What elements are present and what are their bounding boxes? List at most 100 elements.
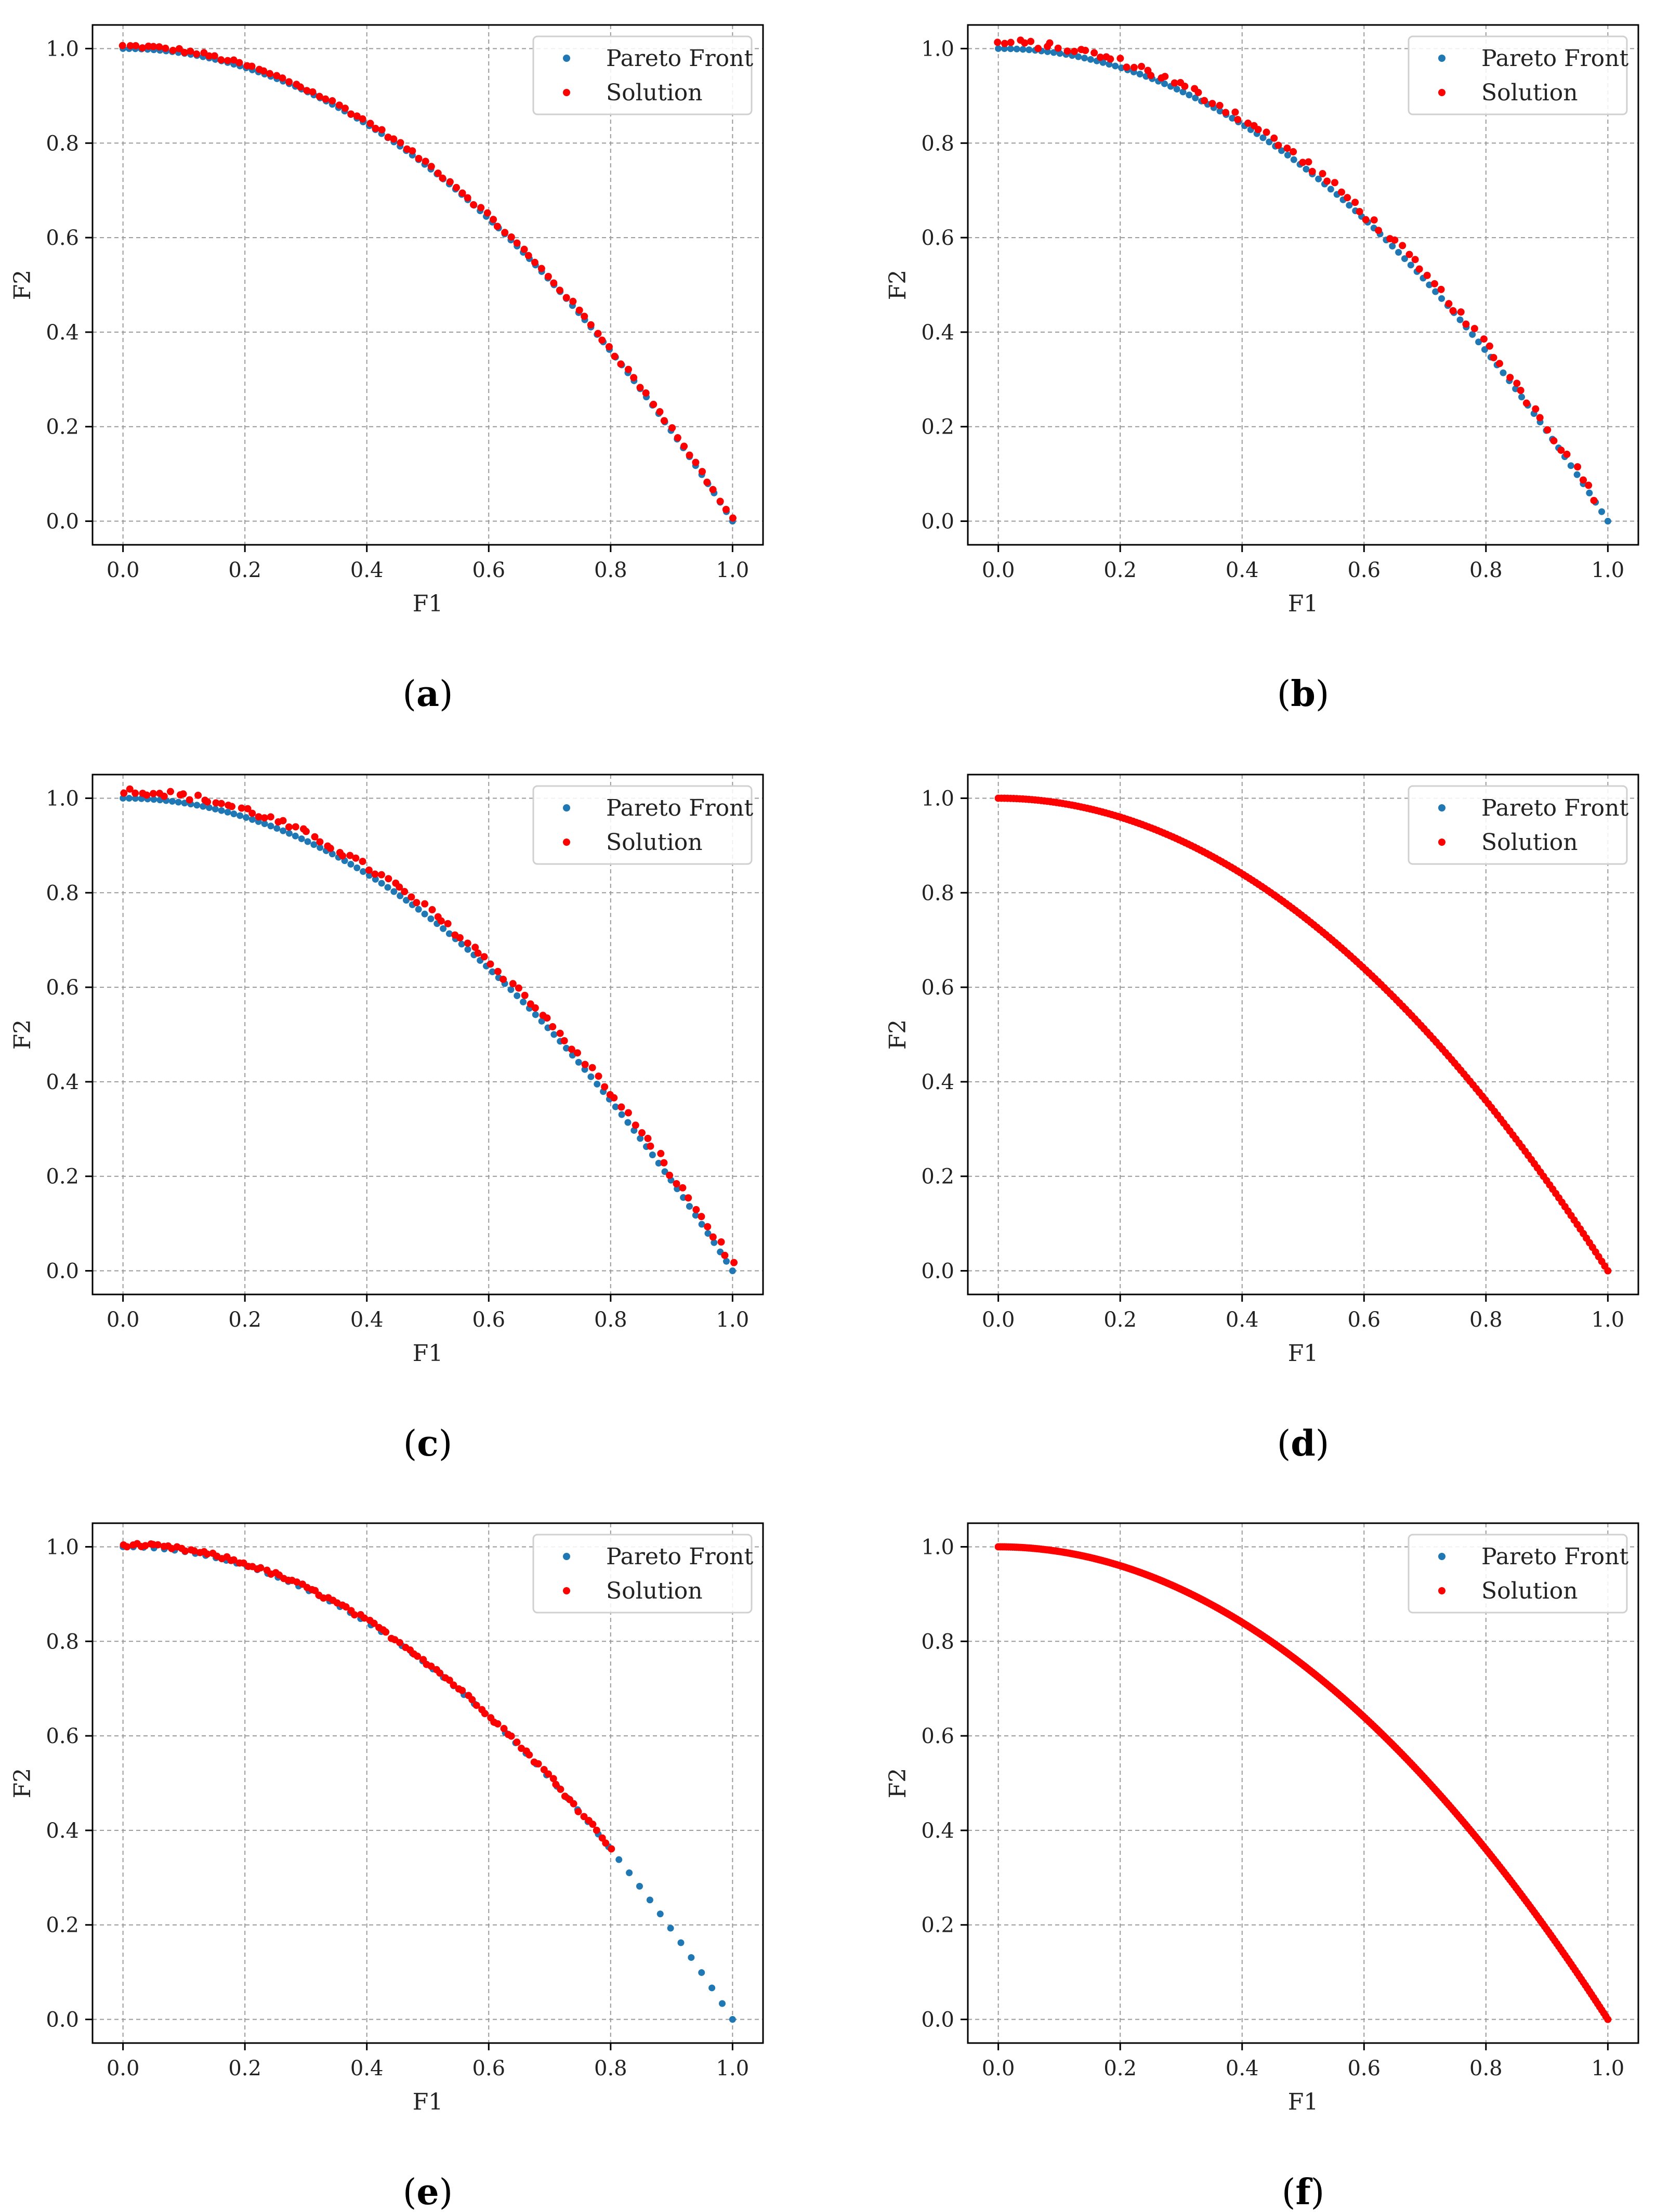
y-tick-label: 0.2 [46,1914,79,1938]
solution-point [524,252,532,259]
solution-point [573,1049,581,1057]
solution-point [339,852,347,860]
caption-letter: d [1291,1423,1316,1464]
solution-point [1604,2015,1612,2023]
legend-marker-solution [563,1587,570,1594]
solution-point [194,791,202,799]
y-tick-label: 0.2 [921,1165,954,1189]
solution-point [228,803,236,810]
pareto-point [1087,56,1094,63]
caption-letter: a [416,673,439,715]
solution-point [1063,47,1071,55]
solution-point [698,1213,705,1221]
solution-point [427,1663,435,1670]
solution-point [638,1129,646,1137]
solution-point [1411,256,1419,264]
solution-point [1096,54,1104,61]
solution-point [445,1677,453,1684]
solution-point [1513,379,1521,387]
solution-point [644,1134,652,1142]
pareto-point [1186,91,1193,99]
solution-point [150,43,157,50]
pareto-point [1081,55,1088,62]
y-tick-label: 0.2 [46,1165,79,1189]
pareto-point [1050,49,1057,56]
solution-point [493,222,501,230]
pareto-point [594,1080,601,1088]
pareto-point [514,992,521,999]
pareto-point [1346,202,1353,209]
pareto-point [729,2016,736,2023]
pareto-point [587,1073,595,1080]
pareto-point [1303,165,1310,173]
legend-label: Solution [1481,1578,1578,1604]
solution-point [642,389,650,397]
caption-letter: f [1295,2171,1312,2212]
solution-point [608,1845,615,1853]
y-tick-label: 0.8 [46,1630,79,1654]
pareto-point [692,1212,699,1219]
pareto-point [390,888,398,895]
pareto-point [168,797,176,805]
solution-point [396,1639,404,1646]
y-axis-label: F2 [885,270,911,300]
plot-frame [91,24,764,546]
pareto-point [1567,462,1574,469]
panel-e: 0.0 0.2 0.4 0.6 0.8 1.0 0.0 0.2 0.4 0.6 0.8 1.0 F1 F2… [9,1522,764,2212]
solution-point [589,1821,597,1828]
pareto-point [1161,80,1168,87]
solution-point [217,56,225,64]
solution-point [1457,308,1465,316]
solution-point [1580,476,1587,484]
solution-point [568,1045,575,1053]
solution-point [1308,167,1316,175]
solution-point [685,1194,692,1202]
y-tick-label: 0.8 [921,1630,954,1654]
solution-point [303,87,311,95]
pareto-point [421,910,428,918]
solution-point [217,800,225,807]
y-tick-label: 0.6 [921,1724,954,1748]
pareto-point [1456,316,1464,323]
pareto-point [1573,471,1581,478]
solution-point [248,62,256,70]
caption-open-paren: ( [403,2172,417,2212]
solution-point [556,286,563,294]
solution-point [1070,47,1078,55]
x-tick-label: 0.0 [982,2057,1015,2080]
pareto-point [200,803,207,810]
solution-point [1181,83,1189,90]
pareto-point [1389,242,1396,250]
y-tick-label: 1.0 [46,37,79,61]
pareto-point [729,1267,736,1275]
solution-point [1486,342,1493,350]
solution-point [632,1121,639,1129]
pareto-point [1259,134,1267,141]
pareto-point [273,824,281,832]
solution-point [537,265,545,272]
pareto-point [248,816,256,823]
y-tick-label: 0.6 [46,976,79,1000]
solution-point [366,120,374,127]
solution-point [359,115,366,123]
x-tick-label: 0.8 [1469,558,1503,582]
series-solution [994,1543,1612,2023]
pareto-point [489,968,496,975]
solution-point [458,1686,466,1694]
solution-point [470,201,478,208]
legend-marker-solution [1438,89,1445,96]
legend-label: Pareto Front [1481,45,1628,72]
solution-point [1138,62,1146,70]
plot-frame [967,774,1639,1295]
solution-point [175,45,183,53]
solution-point [267,813,274,821]
x-tick-label: 0.0 [107,2057,140,2080]
solution-point [211,52,218,60]
pareto-point [575,1058,582,1066]
solution-point [704,1223,712,1231]
solution-point [154,1541,162,1549]
pareto-point [1192,94,1199,101]
solution-point [141,1542,149,1550]
x-tick-label: 1.0 [1592,558,1625,582]
solution-point [396,883,403,891]
